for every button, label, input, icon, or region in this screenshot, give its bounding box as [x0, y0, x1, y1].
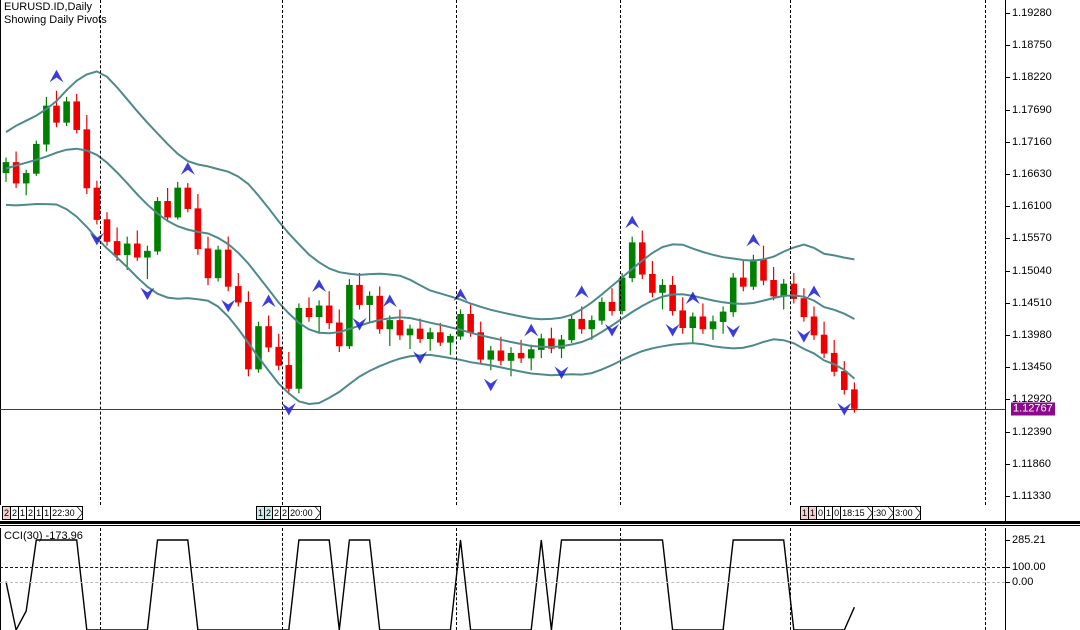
price-axis-tick: [1005, 206, 1010, 208]
cci-axis-label: 285.21: [1012, 534, 1046, 546]
price-axis-label: 1.16630: [1012, 168, 1052, 180]
price-axis-label: 1.11860: [1012, 457, 1051, 470]
price-axis-tick: [1005, 431, 1010, 433]
price-axis-tick: [1005, 270, 1010, 272]
price-axis-label: 1.15040: [1012, 264, 1052, 277]
price-axis-label: 1.18220: [1012, 71, 1052, 84]
price-pane-left-border: [0, 0, 1, 505]
time-axis[interactable]: 2 2 1 2 1 1 22:30 1 2 2 2 20:00 1 1 0 1 0 18:15:30 3:00: [0, 505, 1005, 521]
price-axis-tick: [1005, 335, 1010, 336]
pane-separator: [0, 521, 1080, 526]
price-axis-label: 1.15570: [1012, 232, 1052, 245]
vertical-gridline: [620, 0, 621, 505]
cci-axis-tick: [1005, 567, 1010, 569]
price-axis-tick: [1005, 367, 1010, 369]
price-axis[interactable]: 1.19280 1.18750 1.18220 1.17690 1.17160 1.166…: [1005, 0, 1080, 521]
price-axis-label: 1.19280: [1012, 7, 1052, 19]
price-axis-label: 1.18750: [1012, 39, 1052, 52]
cci-level-0-line: [0, 581, 1005, 583]
time-axis-cell[interactable]: 18:15: [840, 506, 873, 520]
time-axis-cell[interactable]: :30: [871, 506, 895, 520]
cci-axis-label: 100.00: [1012, 561, 1046, 574]
vertical-gridline: [985, 0, 986, 505]
price-axis-tick: [1005, 109, 1010, 111]
time-axis-cell[interactable]: 22:30: [50, 506, 83, 520]
price-axis-tick: [1005, 238, 1010, 240]
price-axis-label: 1.13980: [1012, 329, 1052, 341]
cci-axis-tick: [1005, 540, 1010, 541]
cci-line-series: [5, 539, 856, 630]
price-axis-label: 1.16100: [1012, 200, 1052, 213]
chart-header: EURUSD.ID,Daily Showing Daily Pivots: [4, 1, 107, 27]
indicator-pane-left-border: [0, 528, 1, 630]
current-price-line: [0, 408, 1005, 410]
price-axis-tick: [1005, 302, 1010, 304]
price-axis-tick: [1005, 77, 1010, 79]
vertical-gridline: [100, 0, 101, 505]
price-axis-tick: [1005, 463, 1010, 465]
price-axis-label: 1.17160: [1012, 135, 1052, 148]
time-axis-group[interactable]: 1 2 2 2 20:00: [256, 506, 321, 520]
price-axis-tick: [1005, 45, 1010, 47]
price-pane[interactable]: EURUSD.ID,Daily Showing Daily Pivots 1.1…: [0, 0, 1080, 521]
vertical-gridline: [985, 528, 986, 630]
cci-axis[interactable]: 285.21 100.00 0.00: [1005, 528, 1080, 630]
vertical-gridline: [456, 528, 457, 630]
vertical-gridline: [620, 528, 621, 630]
price-axis-tick: [1005, 496, 1010, 497]
vertical-gridline: [100, 528, 101, 630]
indicator-pane[interactable]: CCI(30) -173.96 285.21 100.00 0.00: [0, 528, 1080, 630]
price-plot-area[interactable]: [0, 0, 1005, 505]
time-axis-group[interactable]: 2 2 1 2 1 1 22:30: [2, 506, 83, 520]
time-axis-cell[interactable]: 3:00: [893, 506, 921, 520]
vertical-gridline: [790, 528, 791, 630]
price-axis-label: 1.13450: [1012, 361, 1052, 374]
price-axis-tick: [1005, 13, 1010, 14]
vertical-gridline: [282, 528, 283, 630]
candlestick-series: [2, 69, 858, 416]
price-axis-label: 1.12390: [1012, 425, 1052, 438]
price-axis-label: 1.11330: [1012, 490, 1051, 502]
vertical-gridline: [456, 0, 457, 505]
cci-axis-tick: [1005, 581, 1010, 583]
cci-axis-spine: [1005, 528, 1006, 630]
time-axis-group[interactable]: 1 1 0 1 0 18:15:30 3:00: [800, 506, 921, 520]
time-axis-cell[interactable]: 20:00: [288, 506, 321, 520]
vertical-gridline: [790, 0, 791, 505]
price-axis-tick: [1005, 174, 1010, 175]
symbol-timeframe-label: EURUSD.ID,Daily: [4, 1, 93, 13]
cci-indicator-label: CCI(30) -173.96: [4, 530, 83, 542]
vertical-gridline: [282, 0, 283, 505]
chart-subtitle-label: Showing Daily Pivots: [4, 14, 107, 26]
price-axis-label: 1.14510: [1012, 296, 1052, 309]
price-axis-tick: [1005, 141, 1010, 143]
cci-level-100-line: [0, 567, 1005, 569]
cci-axis-label: 0.00: [1012, 575, 1034, 588]
cci-plot-area[interactable]: CCI(30) -173.96: [0, 528, 1005, 630]
price-axis-tick: [1005, 399, 1010, 401]
current-price-badge[interactable]: 1.12767: [1011, 402, 1055, 416]
price-axis-label: 1.17690: [1012, 103, 1052, 116]
price-axis-spine: [1005, 0, 1006, 521]
